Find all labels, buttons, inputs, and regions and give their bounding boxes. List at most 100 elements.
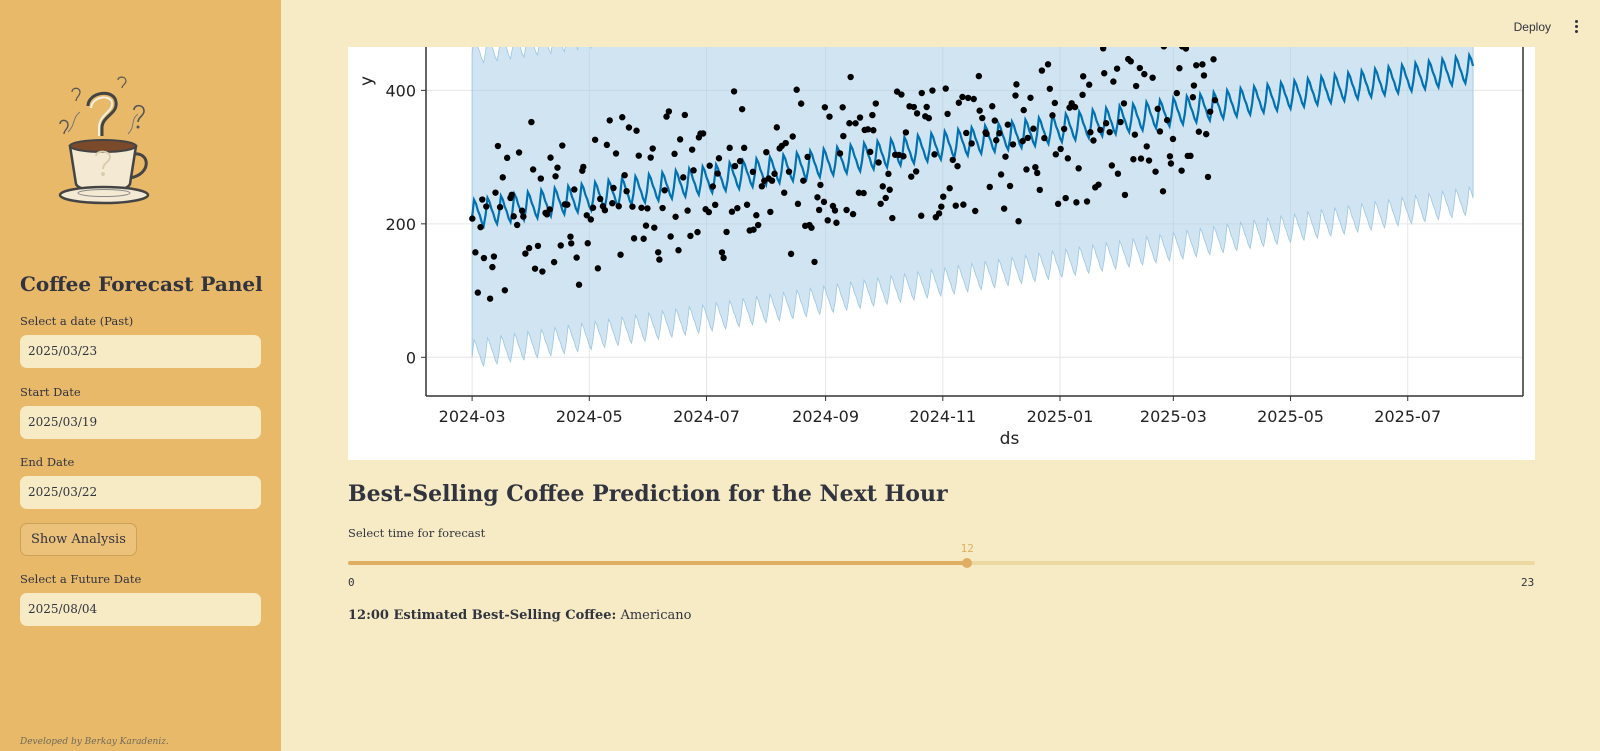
observed-point bbox=[1143, 143, 1150, 150]
observed-point bbox=[787, 250, 795, 258]
observed-point bbox=[808, 224, 815, 231]
observed-point bbox=[642, 222, 650, 229]
observed-point bbox=[1052, 151, 1060, 158]
observed-point bbox=[730, 88, 738, 95]
observed-point bbox=[1041, 134, 1048, 142]
observed-point bbox=[1136, 64, 1144, 72]
observed-point bbox=[1156, 128, 1164, 135]
observed-point bbox=[615, 202, 622, 210]
observed-point bbox=[1006, 182, 1014, 190]
observed-point bbox=[983, 130, 990, 138]
main-menu-icon[interactable] bbox=[1572, 20, 1580, 36]
observed-point bbox=[821, 104, 829, 111]
observed-point bbox=[820, 198, 828, 206]
coffee-cup-logo bbox=[52, 74, 160, 210]
future-date-input[interactable]: 2025/08/04 bbox=[20, 593, 261, 626]
observed-point bbox=[547, 154, 554, 161]
observed-point bbox=[518, 207, 526, 214]
observed-point bbox=[474, 289, 482, 296]
observed-point bbox=[534, 242, 542, 250]
observed-point bbox=[656, 256, 663, 263]
observed-point bbox=[1137, 155, 1145, 162]
observed-point bbox=[989, 103, 996, 110]
observed-point bbox=[875, 159, 882, 166]
observed-point bbox=[1073, 199, 1080, 206]
observed-point bbox=[726, 144, 733, 152]
observed-point bbox=[898, 91, 905, 98]
observed-point bbox=[935, 210, 943, 217]
start-date-input[interactable]: 2025/03/19 bbox=[20, 406, 261, 439]
observed-point bbox=[610, 184, 617, 192]
observed-point bbox=[918, 212, 925, 219]
observed-point bbox=[651, 224, 658, 231]
observed-point bbox=[846, 120, 853, 127]
y-tick-label: 200 bbox=[385, 215, 416, 234]
observed-point bbox=[1060, 125, 1068, 133]
observed-point bbox=[991, 117, 998, 124]
observed-point bbox=[847, 73, 854, 81]
observed-point bbox=[754, 221, 762, 229]
observed-point bbox=[711, 201, 719, 209]
observed-point bbox=[931, 151, 938, 158]
observed-point bbox=[559, 142, 566, 149]
observed-point bbox=[975, 72, 983, 80]
deploy-button[interactable]: Deploy bbox=[1513, 20, 1551, 34]
end-date-input[interactable]: 2025/03/22 bbox=[20, 476, 261, 509]
y-tick-label: 0 bbox=[406, 348, 416, 367]
observed-point bbox=[1199, 61, 1206, 68]
page-title: Best-Selling Coffee Prediction for the N… bbox=[348, 481, 948, 507]
observed-point bbox=[758, 183, 766, 190]
observed-point bbox=[1167, 160, 1175, 167]
forecast-hour-slider[interactable]: 12 bbox=[348, 542, 1535, 578]
observed-point bbox=[494, 142, 502, 150]
observed-point bbox=[1051, 99, 1059, 107]
observed-point bbox=[539, 268, 546, 275]
forecast-line bbox=[471, 51, 1475, 230]
observed-point bbox=[557, 242, 564, 249]
observed-point bbox=[781, 189, 788, 196]
prediction-result: 12:00 Estimated Best-Selling Coffee: Ame… bbox=[348, 608, 691, 623]
observed-point bbox=[492, 189, 499, 196]
observed-point bbox=[1095, 181, 1102, 188]
x-tick-label: 2024-09 bbox=[792, 407, 859, 426]
observed-point bbox=[908, 173, 915, 180]
forecast-hour-label: Select time for forecast bbox=[348, 526, 486, 540]
observed-point bbox=[831, 207, 839, 214]
prediction-result-label: 12:00 Estimated Best-Selling Coffee: bbox=[348, 608, 617, 623]
observed-point bbox=[633, 127, 640, 134]
observed-point bbox=[728, 208, 736, 215]
observed-point bbox=[815, 206, 823, 214]
observed-point bbox=[1210, 56, 1217, 63]
x-tick-label: 2024-05 bbox=[556, 407, 623, 426]
observed-point bbox=[1130, 156, 1137, 163]
observed-point bbox=[681, 111, 689, 119]
past-date-input[interactable]: 2025/03/23 bbox=[20, 335, 261, 368]
observed-point bbox=[1013, 81, 1020, 88]
x-tick-label: 2025-07 bbox=[1374, 407, 1441, 426]
observed-point bbox=[929, 87, 936, 94]
observed-point bbox=[1117, 118, 1124, 126]
observed-point bbox=[1023, 166, 1030, 173]
observed-point bbox=[612, 150, 620, 157]
observed-point bbox=[1187, 152, 1194, 160]
observed-point bbox=[1079, 73, 1087, 80]
x-tick-label: 2025-05 bbox=[1257, 407, 1324, 426]
observed-point bbox=[515, 149, 523, 156]
observed-point bbox=[767, 208, 774, 216]
observed-point bbox=[479, 196, 486, 203]
observed-point bbox=[684, 207, 691, 214]
observed-point bbox=[1202, 130, 1210, 138]
observed-point bbox=[694, 228, 701, 236]
observed-point bbox=[964, 94, 972, 102]
x-tick-label: 2024-03 bbox=[439, 407, 506, 426]
observed-point bbox=[1032, 163, 1039, 171]
slider-thumb[interactable] bbox=[962, 558, 973, 568]
observed-point bbox=[546, 206, 553, 213]
observed-point bbox=[849, 210, 857, 218]
show-analysis-button[interactable]: Show Analysis bbox=[20, 523, 137, 556]
observed-point bbox=[793, 86, 800, 93]
observed-point bbox=[1163, 116, 1171, 124]
observed-point bbox=[554, 164, 561, 171]
observed-point bbox=[833, 219, 840, 226]
observed-point bbox=[629, 203, 636, 210]
